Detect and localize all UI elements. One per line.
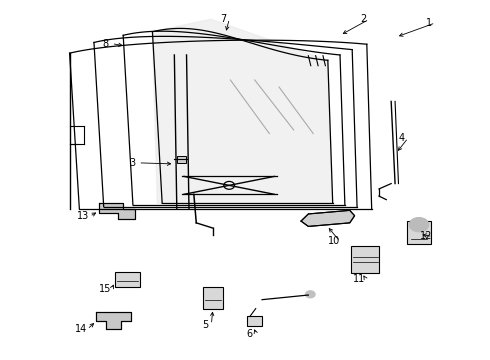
- Bar: [115, 272, 140, 287]
- Text: 5: 5: [202, 320, 208, 330]
- Polygon shape: [99, 203, 135, 219]
- Bar: [247, 316, 262, 327]
- Text: 15: 15: [99, 284, 111, 294]
- Text: 6: 6: [247, 329, 253, 339]
- Text: 13: 13: [77, 211, 89, 221]
- Text: 3: 3: [129, 158, 135, 168]
- Bar: [407, 221, 431, 244]
- Text: 8: 8: [102, 39, 108, 49]
- Bar: [351, 246, 379, 273]
- Text: 12: 12: [420, 231, 433, 242]
- Text: 10: 10: [327, 237, 340, 247]
- Text: 1: 1: [426, 18, 432, 28]
- Polygon shape: [301, 210, 355, 226]
- Text: 11: 11: [353, 274, 366, 284]
- Bar: [202, 287, 223, 309]
- Text: 4: 4: [399, 133, 405, 143]
- Polygon shape: [97, 312, 130, 329]
- Text: 7: 7: [220, 14, 226, 23]
- Circle shape: [409, 217, 429, 232]
- Text: 14: 14: [74, 324, 87, 334]
- Polygon shape: [152, 19, 333, 203]
- Bar: [177, 157, 186, 163]
- Circle shape: [305, 291, 315, 298]
- Text: 2: 2: [360, 14, 366, 24]
